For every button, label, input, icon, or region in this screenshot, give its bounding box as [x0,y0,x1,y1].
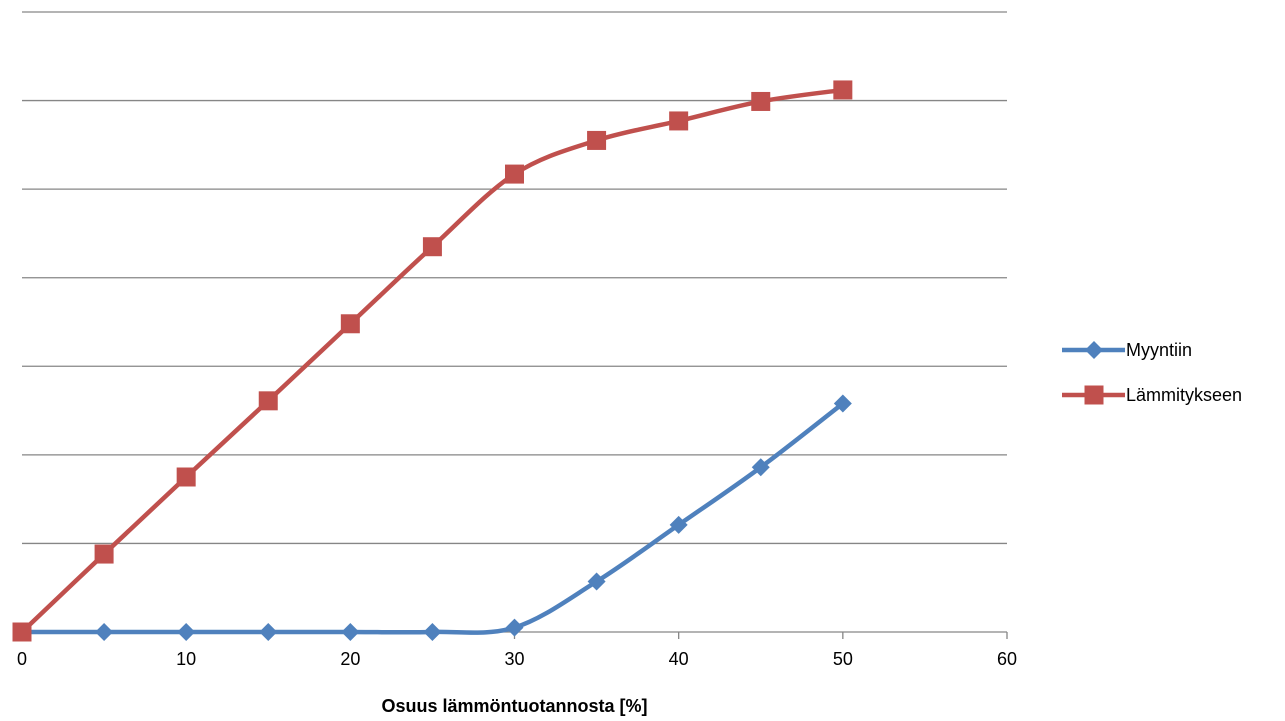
x-tick-label: 10 [176,649,196,669]
legend: Myyntiin Lämmitykseen [1062,340,1242,405]
data-point-l-mmitykseen [12,622,32,642]
x-axis: 0 10 20 30 40 50 60 [17,631,1017,669]
data-point-l-mmitykseen [176,467,196,487]
data-point-l-mmitykseen [422,237,442,257]
data-point-l-mmitykseen [340,314,360,334]
x-tick-label: 40 [669,649,689,669]
series-markers [12,80,853,642]
x-tick-label: 60 [997,649,1017,669]
data-point-myyntiin [751,458,770,477]
data-point-l-mmitykseen [505,164,524,184]
legend-marker-myyntiin [1085,341,1103,359]
data-point-myyntiin [95,623,114,641]
data-point-myyntiin [259,623,278,641]
x-tick-label: 30 [504,649,524,669]
series-lines [20,87,845,635]
legend-marker-l-mmitykseen [1084,385,1104,405]
data-point-l-mmitykseen [669,111,689,131]
data-point-myyntiin [587,572,606,591]
data-point-l-mmitykseen [587,130,607,150]
x-tick-label: 20 [340,649,360,669]
data-point-myyntiin [177,623,196,641]
data-point-myyntiin [341,623,360,641]
legend-label-myyntiin: Myyntiin [1126,340,1192,360]
data-point-l-mmitykseen [258,391,278,411]
data-point-l-mmitykseen [751,91,771,111]
data-point-myyntiin [669,515,688,534]
gridlines [22,11,1007,545]
data-point-l-mmitykseen [833,80,853,100]
data-point-myyntiin [833,394,852,413]
x-axis-label: Osuus lämmöntuotannosta [%] [381,696,647,716]
x-tick-label: 50 [833,649,853,669]
series-line-l-mmitykseen [20,87,844,634]
data-point-myyntiin [505,618,524,637]
legend-label-l-mmitykseen: Lämmitykseen [1126,385,1242,405]
data-point-l-mmitykseen [94,544,114,564]
data-point-myyntiin [423,623,442,641]
x-tick-label: 0 [17,649,27,669]
